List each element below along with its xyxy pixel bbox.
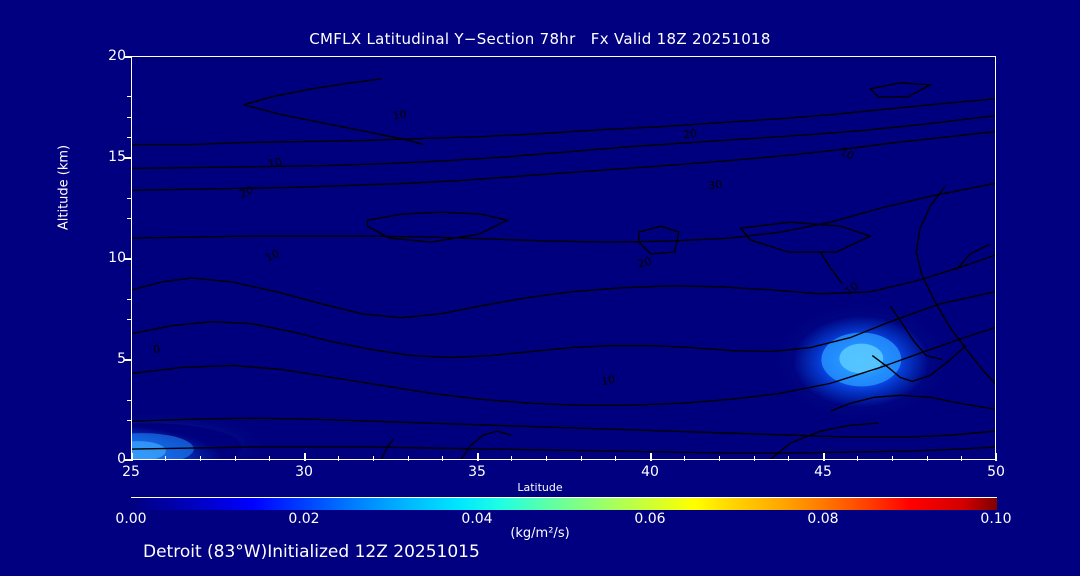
contour-plot-svg: 10 20 10 30 10 20 10 20 10 10 0 xyxy=(132,57,995,459)
y-tick-label: 10 xyxy=(108,250,126,266)
y-tick-label: 20 xyxy=(108,48,126,64)
x-tick-label: 45 xyxy=(814,464,832,480)
contour-label: 10 xyxy=(600,373,616,388)
contour-label: 10 xyxy=(838,145,856,163)
contour-label: 0 xyxy=(152,342,161,356)
contour-label: 10 xyxy=(267,155,283,170)
x-tick-label: 50 xyxy=(987,464,1005,480)
y-tick-label: 15 xyxy=(108,149,126,165)
contour-label: 30 xyxy=(708,178,723,192)
colorbar-tick-label: 0.02 xyxy=(288,511,320,527)
chart-title: CMFLX Latitudinal Y−Section 78hr Fx Vali… xyxy=(309,30,771,48)
x-axis-title: Latitude xyxy=(517,481,563,494)
right-maximum-plume xyxy=(769,299,954,424)
colorbar-tick-label: 0.06 xyxy=(634,511,666,527)
x-tick-label: 30 xyxy=(295,464,313,480)
contour-label: 20 xyxy=(636,255,653,271)
y-tick-label: 0 xyxy=(117,451,126,467)
colorbar-units-label: (kg/m²/s) xyxy=(510,526,570,541)
colorbar xyxy=(131,497,997,510)
figure-caption: Detroit (83°W)Initialized 12Z 20251015 xyxy=(143,542,480,562)
contour-label: 10 xyxy=(263,247,281,265)
y-tick-label: 5 xyxy=(117,351,126,367)
contour-label: 20 xyxy=(237,183,255,201)
colorbar-tick-label: 0.00 xyxy=(115,511,147,527)
contour-lines xyxy=(132,78,995,459)
colorbar-tick-label: 0.08 xyxy=(807,511,839,527)
colorbar-tick-label: 0.04 xyxy=(461,511,493,527)
x-tick-label: 40 xyxy=(641,464,659,480)
contour-label: 20 xyxy=(682,127,698,142)
contour-plot-area: 10 20 10 30 10 20 10 20 10 10 0 xyxy=(131,56,996,460)
contour-label: 10 xyxy=(392,108,408,123)
x-tick-label: 35 xyxy=(468,464,486,480)
x-tick-label: 25 xyxy=(122,464,140,480)
colorbar-tick-label: 0.10 xyxy=(980,511,1012,527)
y-axis-tick-labels: 20 15 10 5 0 xyxy=(70,0,126,576)
